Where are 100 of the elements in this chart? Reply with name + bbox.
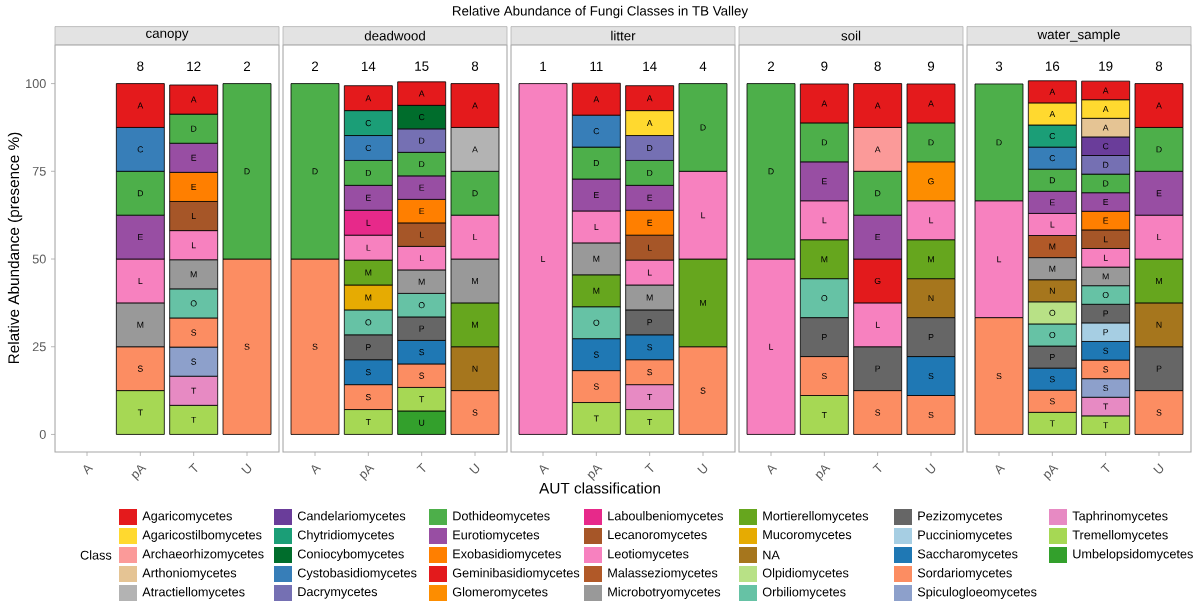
bar bbox=[518, 83, 568, 435]
data-label: L bbox=[191, 242, 196, 249]
chart-subtitle: soil bbox=[841, 30, 861, 41]
legend-label: Leotiomycetes bbox=[608, 549, 689, 561]
data-label: L bbox=[647, 269, 652, 276]
legend-label: Pezizomycetes bbox=[918, 511, 1002, 523]
data-label: S bbox=[1049, 376, 1055, 383]
data-label: A bbox=[472, 102, 478, 109]
legend-label: Agaricomycetes bbox=[142, 511, 232, 523]
data-label: E bbox=[822, 178, 827, 185]
data-label: E bbox=[1103, 217, 1109, 224]
data-label: S bbox=[472, 409, 478, 416]
legend-label: Atractiellomycetes bbox=[142, 587, 245, 599]
data-label: E bbox=[647, 219, 653, 226]
data-label: P bbox=[875, 365, 881, 372]
data-label: E bbox=[419, 184, 425, 191]
data-label: P bbox=[1103, 329, 1109, 336]
data-label: P bbox=[928, 334, 934, 341]
legend-label: Orbiliomycetes bbox=[762, 587, 846, 599]
data-label: M bbox=[593, 255, 600, 262]
annotation: 11 bbox=[590, 61, 603, 71]
legend-label: Arthoniomycetes bbox=[142, 568, 237, 580]
data-label: L bbox=[1050, 221, 1055, 228]
data-label: G bbox=[928, 178, 934, 185]
data-label: A bbox=[190, 96, 197, 103]
data-label: D bbox=[1156, 146, 1162, 153]
data-label: A bbox=[1102, 106, 1109, 113]
data-label: S bbox=[593, 351, 599, 358]
data-label: L bbox=[875, 321, 880, 328]
data-label: E bbox=[419, 208, 425, 215]
legend-label: NA bbox=[763, 550, 780, 560]
annotation: 8 bbox=[1155, 61, 1163, 71]
data-label: A bbox=[418, 90, 425, 97]
data-label: T bbox=[137, 409, 143, 416]
data-label: L bbox=[191, 213, 196, 220]
data-label: S bbox=[365, 369, 371, 376]
data-label: S bbox=[875, 409, 881, 416]
data-label: L bbox=[138, 277, 143, 284]
annotation: 2 bbox=[311, 61, 319, 71]
data-label: O bbox=[1102, 291, 1109, 299]
chart-subtitle: water_sample bbox=[1037, 29, 1120, 42]
legend-label: Agaricostilbomycetes bbox=[142, 530, 262, 542]
x-tick-label: T bbox=[872, 462, 882, 472]
data-label: M bbox=[928, 256, 934, 263]
data-label: S bbox=[244, 343, 250, 350]
legend-label: Spiculogloeomycetes bbox=[917, 587, 1037, 599]
annotation: 14 bbox=[361, 61, 376, 71]
legend-label: Taphrinomycetes bbox=[1072, 511, 1168, 523]
x-tick-label: T bbox=[644, 462, 654, 472]
annotation: 8 bbox=[137, 61, 144, 71]
data-label: P bbox=[1050, 354, 1055, 361]
chart-subtitle: litter bbox=[611, 30, 636, 41]
data-label: A bbox=[1102, 87, 1109, 94]
legend-label: Chytridiomycetes bbox=[297, 530, 394, 542]
annotation: 8 bbox=[874, 61, 881, 71]
data-label: T bbox=[647, 394, 653, 401]
data-label: L bbox=[997, 256, 1002, 263]
data-label: O bbox=[1049, 331, 1056, 339]
legend-label: Saccharomycetes bbox=[917, 549, 1018, 561]
data-label: D bbox=[244, 168, 250, 175]
data-label: A bbox=[472, 146, 478, 153]
data-label: L bbox=[1103, 236, 1108, 243]
legend-label: Geminibasidiomycetes bbox=[452, 568, 580, 580]
data-label: C bbox=[593, 128, 600, 135]
data-label: E bbox=[594, 192, 599, 198]
data-label: S bbox=[1103, 366, 1109, 373]
legend-label: Malasseziomycetes bbox=[608, 568, 718, 580]
data-label: E bbox=[366, 194, 371, 201]
legend-label: Cystobasidiomycetes bbox=[297, 568, 417, 580]
data-label: M bbox=[472, 321, 478, 328]
legend-title: Class bbox=[80, 550, 112, 560]
data-label: O bbox=[821, 295, 828, 302]
x-tick-label: pA bbox=[131, 465, 147, 482]
data-label: L bbox=[647, 244, 652, 251]
data-label: N bbox=[472, 365, 478, 372]
data-label: D bbox=[1049, 177, 1056, 184]
data-label: A bbox=[821, 100, 828, 107]
data-label: L bbox=[1157, 234, 1162, 241]
data-label: A bbox=[1049, 110, 1056, 117]
data-label: L bbox=[419, 255, 424, 262]
data-label: E bbox=[191, 183, 197, 190]
annotation: 2 bbox=[243, 61, 251, 71]
data-label: M bbox=[1102, 273, 1109, 280]
x-tick-label: T bbox=[416, 462, 426, 472]
data-label: L bbox=[419, 231, 424, 238]
data-label: A bbox=[646, 95, 653, 102]
chart-title: Relative Abundance of Fungi Classes in TB Valley bbox=[452, 5, 749, 19]
data-label: T bbox=[1103, 403, 1109, 410]
data-label: T bbox=[191, 416, 197, 423]
data-label: D bbox=[312, 168, 318, 175]
data-label: T bbox=[821, 412, 827, 418]
data-label: T bbox=[647, 419, 653, 425]
data-label: D bbox=[1103, 180, 1109, 187]
annotation: 15 bbox=[415, 61, 429, 71]
y-axis-title: Relative Abundance (presence %) bbox=[7, 132, 23, 364]
x-tick-label: U bbox=[469, 463, 480, 474]
data-label: M bbox=[700, 299, 706, 306]
legend-label: Eurotiomycetes bbox=[453, 530, 540, 542]
legend-label: Pucciniomycetes bbox=[918, 530, 1012, 542]
data-label: D bbox=[419, 161, 425, 168]
